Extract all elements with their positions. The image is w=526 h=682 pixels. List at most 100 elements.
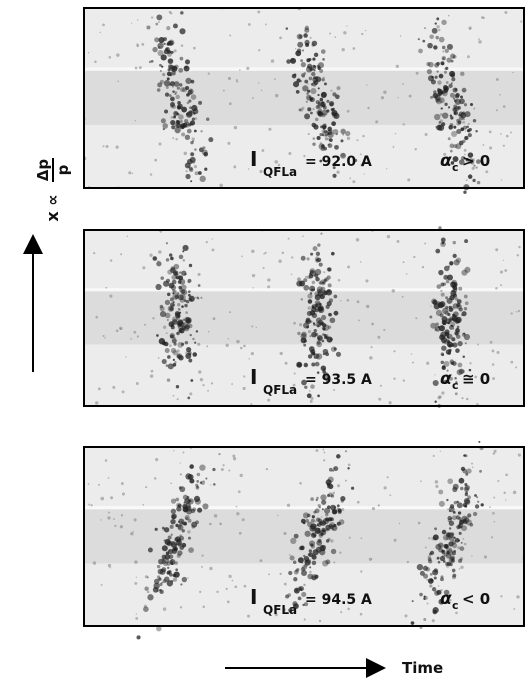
noise <box>133 518 137 522</box>
speckle <box>458 286 463 291</box>
speckle <box>160 276 165 280</box>
speckle <box>303 33 308 38</box>
speckle <box>289 555 295 561</box>
speckle <box>331 528 334 531</box>
speckle <box>172 303 175 307</box>
noise <box>413 255 416 259</box>
noise <box>185 170 188 173</box>
speckle <box>432 534 439 541</box>
speckle <box>162 123 169 129</box>
speckle <box>205 477 208 480</box>
noise <box>339 551 342 554</box>
speckle <box>158 36 165 44</box>
speckle <box>168 570 172 574</box>
speckle <box>327 494 330 498</box>
speckle <box>444 85 450 91</box>
noise <box>414 148 417 151</box>
speckle <box>177 103 183 110</box>
speckle <box>156 88 161 92</box>
speckle <box>302 603 305 607</box>
speckle <box>325 304 330 309</box>
speckle <box>327 143 333 148</box>
noise <box>180 44 184 47</box>
noise <box>356 300 360 304</box>
noise <box>168 10 172 14</box>
speckle <box>321 113 326 118</box>
speckle <box>178 486 182 490</box>
speckle <box>460 466 466 471</box>
noise <box>229 34 232 37</box>
speckle <box>182 494 188 500</box>
speckle <box>333 310 339 316</box>
speckle <box>445 553 452 559</box>
speckle <box>476 496 479 499</box>
speckle <box>164 576 170 582</box>
speckle <box>342 133 345 136</box>
speckle <box>187 536 192 540</box>
noise <box>176 398 179 401</box>
speckle <box>311 515 315 519</box>
noise <box>187 577 189 579</box>
noise <box>138 66 142 70</box>
speckle <box>325 479 332 486</box>
current-subscript: QFLa <box>263 383 297 397</box>
speckle <box>450 517 453 520</box>
speckle <box>314 574 319 579</box>
noise <box>228 102 232 106</box>
noise <box>347 463 351 467</box>
speckle <box>309 566 312 569</box>
speckle <box>307 354 313 359</box>
noise <box>200 565 203 568</box>
alpha-relation: ≅ 0 <box>462 370 490 388</box>
speckle <box>302 85 309 92</box>
noise <box>279 572 282 576</box>
noise <box>109 566 111 569</box>
noise <box>197 342 201 346</box>
speckle <box>165 242 168 245</box>
noise <box>222 89 225 92</box>
speckle <box>293 587 300 594</box>
speckle <box>167 40 172 46</box>
speckle <box>317 504 321 508</box>
speckle <box>307 107 312 112</box>
speckle <box>430 578 434 582</box>
speckle <box>156 625 162 632</box>
speckle <box>440 61 445 66</box>
noise <box>243 344 246 348</box>
noise <box>333 388 336 391</box>
speckle <box>453 259 460 266</box>
speckle <box>350 486 355 490</box>
noise <box>179 462 181 464</box>
speckle <box>190 379 194 382</box>
noise <box>355 237 360 242</box>
speckle <box>449 143 455 149</box>
noise <box>505 473 508 477</box>
noise <box>248 23 251 26</box>
speckle <box>452 342 458 348</box>
noise <box>237 490 241 494</box>
speckle <box>451 279 458 286</box>
noise <box>516 254 520 257</box>
speckle <box>310 83 314 86</box>
speckle <box>286 59 291 64</box>
speckle <box>434 325 441 332</box>
noise <box>341 508 345 512</box>
speckle <box>441 529 447 535</box>
speckle <box>452 240 456 245</box>
speckle <box>468 158 474 165</box>
noise <box>360 570 363 573</box>
speckle <box>316 496 319 500</box>
speckle <box>327 143 330 146</box>
noise <box>491 349 495 353</box>
speckle <box>184 514 190 521</box>
speckle <box>436 17 440 21</box>
noise <box>261 149 265 152</box>
noise <box>288 554 291 556</box>
speckle <box>325 513 329 517</box>
noise <box>236 78 238 81</box>
noise <box>462 537 465 540</box>
speckle <box>468 368 472 372</box>
noise <box>495 248 499 252</box>
speckle <box>435 98 440 103</box>
